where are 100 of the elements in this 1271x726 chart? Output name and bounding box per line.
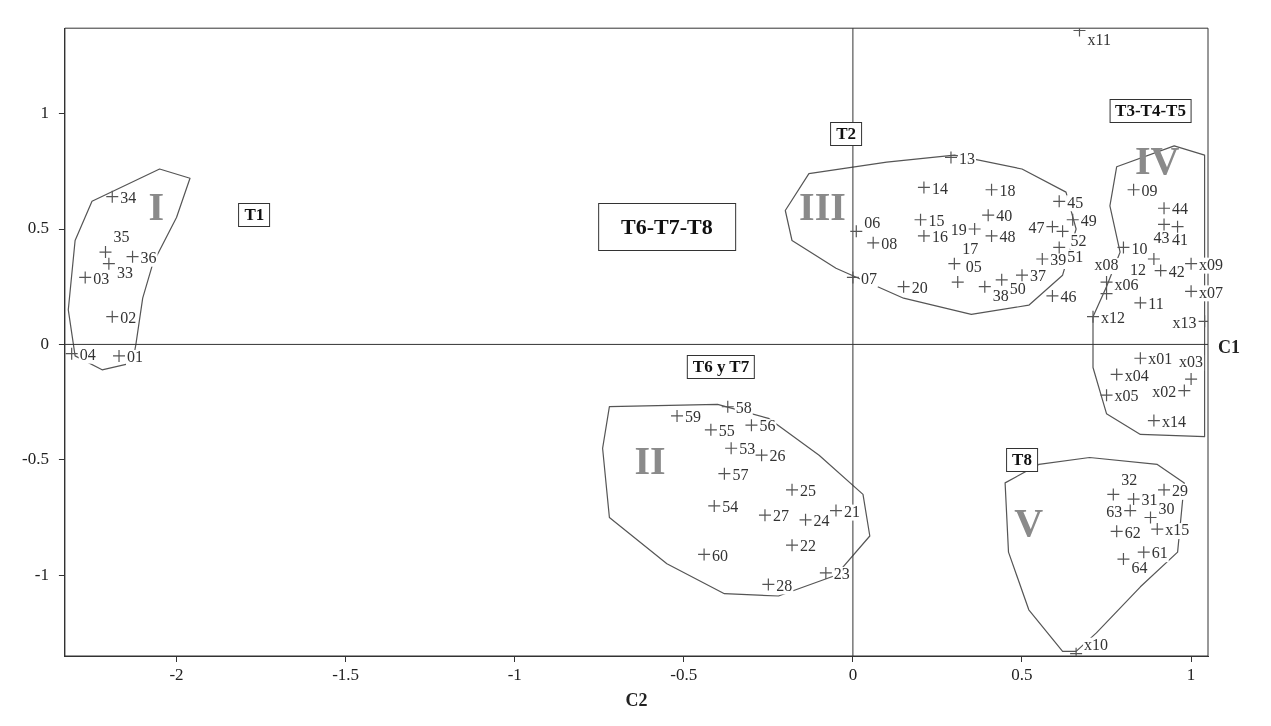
y-tick-label: -1 xyxy=(34,564,49,584)
annotation: 54 xyxy=(722,498,739,516)
x-tick-label: 0.5 xyxy=(1011,664,1033,684)
annotation: x05 xyxy=(1114,387,1139,405)
annotation: 36 xyxy=(140,248,157,266)
annotation: 25 xyxy=(800,482,817,500)
annotation: I xyxy=(148,182,165,230)
annotation: x14 xyxy=(1161,412,1186,430)
annotation: 58 xyxy=(735,398,752,416)
annotation: 19 xyxy=(950,221,967,239)
x-axis-title: C2 xyxy=(625,689,648,710)
annotation: T8 xyxy=(1006,447,1038,472)
annotation: 63 xyxy=(1106,502,1123,520)
annotation: 01 xyxy=(127,348,144,366)
annotation: 26 xyxy=(769,447,786,465)
annotation: 21 xyxy=(843,502,860,520)
annotation: 14 xyxy=(931,179,948,197)
annotation: III xyxy=(799,182,846,230)
x-tick-label: -1 xyxy=(507,664,522,684)
annotation: 41 xyxy=(1172,230,1189,248)
annotation: 06 xyxy=(864,213,881,231)
annotation: 13 xyxy=(958,149,975,167)
annotation: 03 xyxy=(93,269,110,287)
annotation: 52 xyxy=(1070,231,1087,249)
annotation: 64 xyxy=(1131,559,1148,577)
annotation: 50 xyxy=(1009,279,1026,297)
annotation: 39 xyxy=(1050,251,1067,269)
annotation: 08 xyxy=(881,235,898,253)
annotation: 32 xyxy=(1121,470,1138,488)
annotation: x03 xyxy=(1179,353,1204,371)
annotation: T3-T4-T5 xyxy=(1109,99,1192,124)
annotation: x09 xyxy=(1199,255,1224,273)
y-tick-label: 0 xyxy=(40,333,49,353)
annotation: x10 xyxy=(1084,635,1109,653)
x-tick-label: -1.5 xyxy=(332,664,360,684)
annotation: 57 xyxy=(732,465,749,483)
annotation: T6 y T7 xyxy=(686,355,756,380)
annotation: 43 xyxy=(1153,228,1170,246)
annotation: 16 xyxy=(931,228,948,246)
annotation: 38 xyxy=(992,286,1009,304)
x-tick-label: -2 xyxy=(169,664,184,684)
annotation: 27 xyxy=(772,507,789,525)
annotation: 46 xyxy=(1060,288,1077,306)
ref-line-label: C1 xyxy=(1218,337,1240,358)
annotation: 23 xyxy=(833,565,850,583)
annotation: 24 xyxy=(813,512,830,530)
annotation: IV xyxy=(1135,136,1180,184)
annotation: x07 xyxy=(1199,283,1224,301)
annotation: 53 xyxy=(739,440,756,458)
annotation: x04 xyxy=(1124,366,1149,384)
annotation: 61 xyxy=(1151,544,1168,562)
annotation: x12 xyxy=(1101,308,1126,326)
annotation: 09 xyxy=(1141,181,1158,199)
annotation: 59 xyxy=(685,408,702,426)
annotation: 04 xyxy=(79,345,96,363)
annotation: 37 xyxy=(1029,267,1046,285)
annotation: 48 xyxy=(999,228,1016,246)
annotation: 28 xyxy=(776,576,793,594)
annotation: 35 xyxy=(113,228,130,246)
annotation: 10 xyxy=(1131,239,1148,257)
y-tick-label: 0.5 xyxy=(27,218,49,238)
annotation: x15 xyxy=(1165,521,1190,539)
annotation: 02 xyxy=(120,308,137,326)
annotation: 62 xyxy=(1124,523,1141,541)
annotation: T6-T7-T8 xyxy=(598,202,736,251)
annotation: 45 xyxy=(1067,193,1084,211)
annotation: x08 xyxy=(1094,256,1119,274)
x-tick-label: 1 xyxy=(1186,664,1196,684)
annotation: 42 xyxy=(1168,262,1185,280)
annotation: 56 xyxy=(759,417,776,435)
annotation: 44 xyxy=(1172,200,1189,218)
x-tick-label: -0.5 xyxy=(670,664,698,684)
annotation: T2 xyxy=(830,122,863,147)
annotation: T1 xyxy=(238,203,271,228)
annotation: 47 xyxy=(1028,218,1045,236)
annotation: V xyxy=(1014,498,1044,546)
annotation: x11 xyxy=(1087,30,1111,48)
annotation: x01 xyxy=(1148,350,1173,368)
annotation: 11 xyxy=(1148,295,1164,313)
annotation: 31 xyxy=(1141,491,1158,509)
annotation: 34 xyxy=(120,188,137,206)
annotation: 51 xyxy=(1067,247,1084,265)
annotation: 29 xyxy=(1172,482,1189,500)
annotation: 05 xyxy=(965,258,982,276)
annotation: 18 xyxy=(999,181,1016,199)
x-tick-label: 0 xyxy=(848,664,858,684)
annotation: 60 xyxy=(712,546,729,564)
annotation: II xyxy=(634,436,666,484)
annotation: 22 xyxy=(800,537,817,555)
annotation: 49 xyxy=(1080,211,1097,229)
y-tick-label: -0.5 xyxy=(21,449,49,469)
y-tick-label: 1 xyxy=(40,103,49,123)
annotation: 33 xyxy=(116,263,133,281)
annotation: 30 xyxy=(1158,499,1175,517)
annotation: x13 xyxy=(1172,313,1197,331)
annotation: 17 xyxy=(962,239,979,257)
annotation: 07 xyxy=(860,269,877,287)
annotation: x02 xyxy=(1152,382,1177,400)
annotation: 40 xyxy=(996,207,1013,225)
annotation: 15 xyxy=(928,211,945,229)
